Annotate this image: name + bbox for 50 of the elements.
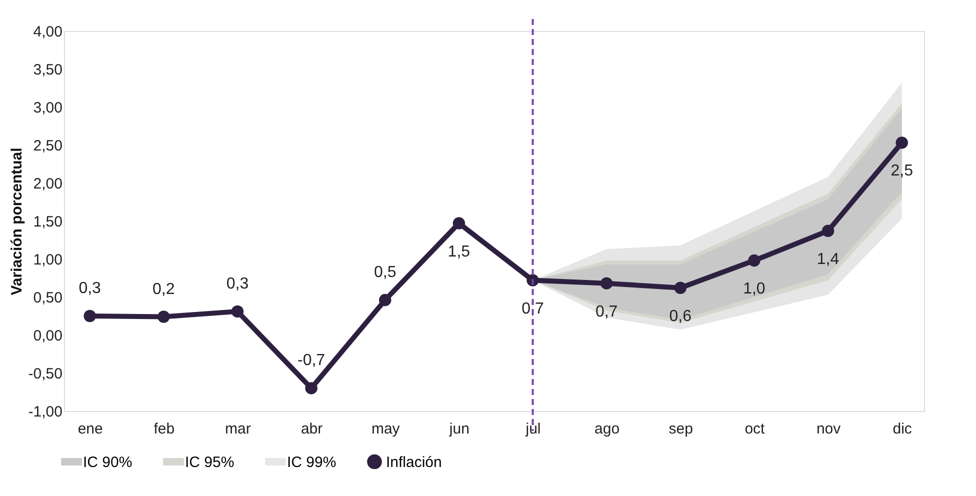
data-label: 2,5 <box>890 162 914 180</box>
point <box>378 294 392 306</box>
data-label: 0,7 <box>595 303 618 320</box>
point <box>231 305 244 318</box>
data-label: 1,0 <box>743 280 766 298</box>
legend-label: IC 95% <box>185 454 234 471</box>
y-tick-label: 0,50 <box>33 290 62 306</box>
x-tick-label: mar <box>225 420 251 438</box>
x-tick-label: nov <box>816 420 842 438</box>
x-tick-label: ago <box>594 420 620 438</box>
point <box>896 136 908 149</box>
data-label: 0,6 <box>669 308 692 325</box>
data-label: 0,5 <box>374 264 396 282</box>
y-tick-label: 4,00 <box>33 24 62 40</box>
x-tick-label: oct <box>744 420 766 438</box>
data-label: -0,7 <box>298 352 326 370</box>
y-tick-label: 2,00 <box>33 176 62 192</box>
legend-label: Inflación <box>386 454 442 471</box>
point <box>674 282 687 294</box>
y-tick-label: -1,00 <box>28 404 62 420</box>
y-tick-label: 1,00 <box>33 252 62 268</box>
point <box>600 277 613 290</box>
y-tick-label: 3,00 <box>33 100 62 116</box>
point <box>452 217 466 230</box>
x-tick-label: dic <box>892 420 912 438</box>
legend-label: IC 99% <box>287 454 336 471</box>
data-label: 1,4 <box>816 250 840 268</box>
point <box>84 310 96 322</box>
point <box>158 310 170 323</box>
y-tick-label: 0,00 <box>33 328 62 344</box>
x-tick-label: sep <box>668 420 693 438</box>
data-label: 1,5 <box>448 243 470 260</box>
x-tick-label: ene <box>78 420 103 438</box>
point <box>748 254 760 267</box>
y-tick-label: -0,50 <box>28 366 62 382</box>
y-tick-label: 2,50 <box>33 138 62 154</box>
x-tick-label: jun <box>448 420 470 438</box>
x-tick-label: abr <box>300 420 323 438</box>
y-axis-title: Variación porcentual <box>8 148 26 296</box>
y-tick-label: 3,50 <box>33 62 62 78</box>
legend-label: IC 90% <box>83 454 132 471</box>
y-tick-label: 1,50 <box>33 214 62 230</box>
data-label: 0,2 <box>152 280 175 298</box>
data-label: 0,3 <box>226 275 249 292</box>
x-tick-label: may <box>371 420 400 438</box>
point <box>305 382 318 394</box>
data-label: 0,3 <box>78 280 102 297</box>
x-tick-label: feb <box>154 420 175 438</box>
x-tick-label: jul <box>524 420 541 438</box>
point <box>822 224 834 237</box>
